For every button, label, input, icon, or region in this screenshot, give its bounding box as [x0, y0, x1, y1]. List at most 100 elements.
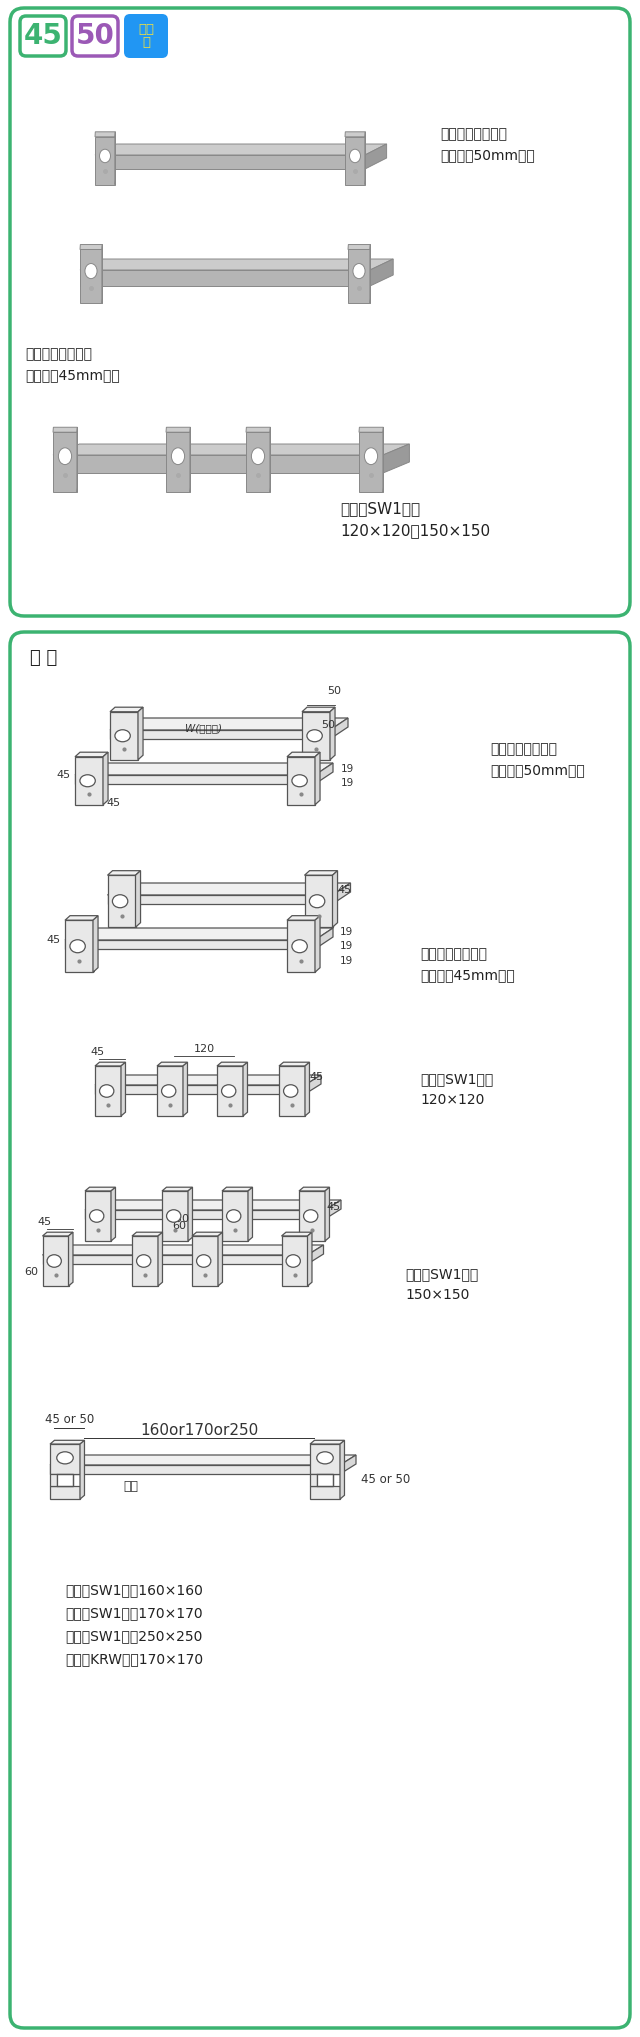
Ellipse shape — [221, 1086, 236, 1098]
Ellipse shape — [292, 774, 307, 786]
Polygon shape — [166, 432, 190, 493]
Polygon shape — [287, 921, 315, 972]
Polygon shape — [330, 707, 335, 760]
Polygon shape — [183, 1061, 188, 1116]
Polygon shape — [222, 1188, 252, 1192]
Ellipse shape — [196, 1255, 211, 1267]
Polygon shape — [108, 882, 351, 894]
Polygon shape — [53, 454, 383, 473]
Polygon shape — [56, 1475, 73, 1487]
Polygon shape — [315, 752, 320, 805]
Polygon shape — [111, 1188, 115, 1241]
Polygon shape — [80, 244, 102, 249]
Polygon shape — [340, 1454, 356, 1475]
Text: 50: 50 — [321, 721, 335, 729]
Text: 160or170or250: 160or170or250 — [140, 1424, 259, 1438]
Polygon shape — [85, 1200, 341, 1210]
Polygon shape — [95, 132, 115, 136]
Polygon shape — [95, 136, 115, 185]
Text: 高防錈ＫＲＷセパ
（型枚幁50mm用）: 高防錈ＫＲＷセパ （型枚幁50mm用） — [440, 128, 535, 163]
Text: 高頲錈SW1セパ
150×150: 高頲錈SW1セパ 150×150 — [405, 1267, 478, 1302]
Polygon shape — [138, 707, 143, 760]
Text: 高頲錈SW1セパ160×160: 高頲錈SW1セパ160×160 — [65, 1583, 203, 1597]
Text: 19: 19 — [340, 941, 353, 951]
Polygon shape — [299, 1188, 330, 1192]
Text: 高防錈ＳＷ１セパ
（型枚幁45mm用）: 高防錈ＳＷ１セパ （型枚幁45mm用） — [25, 348, 120, 383]
Polygon shape — [305, 1076, 321, 1094]
Polygon shape — [307, 1245, 323, 1265]
FancyBboxPatch shape — [124, 14, 168, 57]
Ellipse shape — [58, 448, 72, 464]
Polygon shape — [108, 876, 136, 927]
Polygon shape — [85, 1192, 111, 1241]
Text: 45: 45 — [326, 1202, 340, 1212]
Polygon shape — [95, 145, 387, 155]
Polygon shape — [310, 1440, 344, 1444]
FancyBboxPatch shape — [10, 631, 630, 2029]
FancyBboxPatch shape — [10, 8, 630, 615]
Polygon shape — [158, 1232, 163, 1285]
Polygon shape — [103, 752, 108, 805]
Polygon shape — [348, 249, 370, 304]
Polygon shape — [345, 132, 365, 136]
Text: 45: 45 — [309, 1071, 323, 1082]
Ellipse shape — [161, 1086, 176, 1098]
Polygon shape — [95, 1061, 125, 1065]
Text: W(基礎幅): W(基礎幅) — [147, 937, 184, 947]
Polygon shape — [42, 1236, 68, 1285]
Polygon shape — [136, 870, 141, 927]
Text: 高頲錈ＳＷ１セパ
（型枚幁45mm用）: 高頲錈ＳＷ１セパ （型枚幁45mm用） — [420, 947, 515, 982]
Polygon shape — [85, 1210, 325, 1218]
Text: 45 or 50: 45 or 50 — [45, 1414, 94, 1426]
Polygon shape — [365, 145, 387, 169]
Polygon shape — [315, 917, 320, 972]
Polygon shape — [310, 1487, 340, 1499]
Polygon shape — [50, 1465, 340, 1475]
Polygon shape — [80, 249, 102, 304]
Ellipse shape — [85, 263, 97, 279]
Polygon shape — [325, 1188, 330, 1241]
Text: 150: 150 — [169, 1214, 190, 1224]
Polygon shape — [93, 917, 98, 972]
Polygon shape — [50, 1475, 56, 1487]
Polygon shape — [157, 1061, 188, 1065]
Polygon shape — [246, 432, 270, 493]
Polygon shape — [108, 894, 333, 904]
Polygon shape — [359, 428, 383, 432]
Polygon shape — [50, 1487, 80, 1499]
Text: 45: 45 — [90, 1047, 104, 1057]
Polygon shape — [50, 1440, 84, 1444]
Polygon shape — [95, 1086, 305, 1094]
Polygon shape — [110, 707, 143, 711]
Text: 45: 45 — [24, 22, 63, 51]
Polygon shape — [42, 1245, 323, 1255]
Text: 50: 50 — [327, 686, 341, 697]
Polygon shape — [305, 1061, 310, 1116]
Polygon shape — [162, 1188, 193, 1192]
Polygon shape — [248, 1188, 252, 1241]
Ellipse shape — [349, 149, 360, 163]
Text: 45: 45 — [106, 799, 120, 809]
Polygon shape — [348, 244, 371, 249]
Polygon shape — [383, 444, 410, 473]
Text: 19: 19 — [341, 778, 355, 788]
Polygon shape — [110, 711, 138, 760]
Polygon shape — [80, 1440, 84, 1499]
Polygon shape — [121, 1061, 125, 1116]
Polygon shape — [95, 155, 365, 169]
Polygon shape — [345, 136, 365, 185]
Polygon shape — [42, 1255, 307, 1265]
Text: 19: 19 — [341, 764, 355, 774]
Ellipse shape — [136, 1255, 151, 1267]
Polygon shape — [305, 876, 333, 927]
Polygon shape — [110, 729, 330, 739]
Polygon shape — [333, 870, 337, 927]
Polygon shape — [287, 752, 320, 758]
Polygon shape — [75, 752, 108, 758]
Polygon shape — [302, 711, 330, 760]
Polygon shape — [246, 428, 270, 432]
Polygon shape — [50, 1454, 356, 1465]
Ellipse shape — [113, 894, 128, 909]
Polygon shape — [75, 764, 333, 774]
Ellipse shape — [166, 1210, 181, 1222]
